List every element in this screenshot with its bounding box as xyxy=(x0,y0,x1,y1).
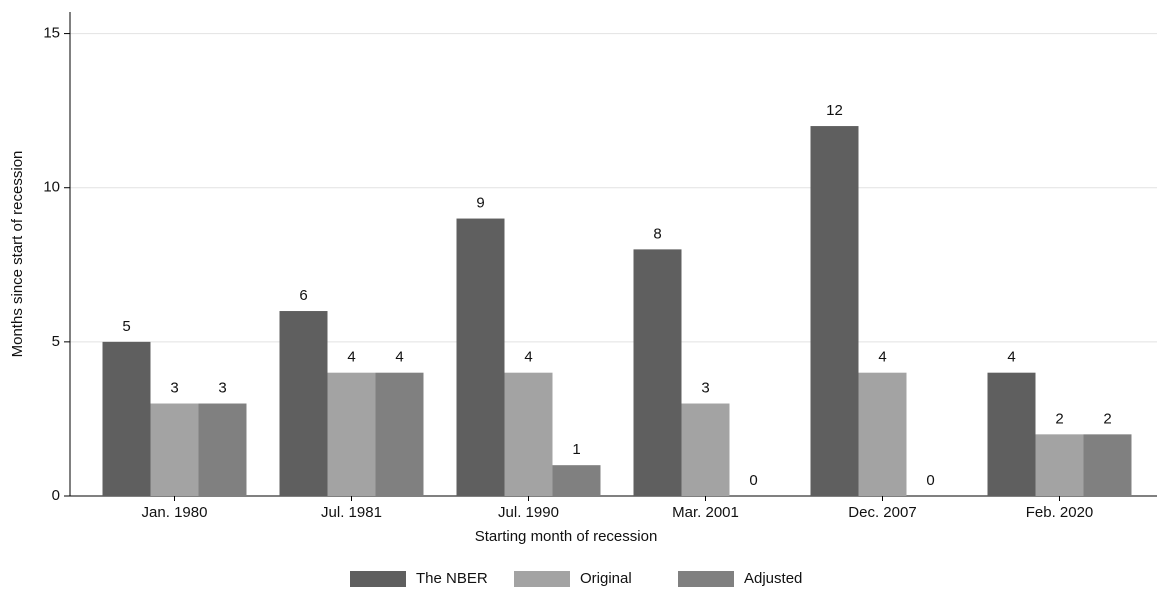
bar xyxy=(375,372,424,496)
y-tick-label: 10 xyxy=(43,179,60,196)
legend-label: Adjusted xyxy=(744,570,802,587)
value-label: 5 xyxy=(122,318,130,335)
value-label: 0 xyxy=(926,472,934,489)
x-tick-label: Feb. 2020 xyxy=(1026,504,1094,521)
bar xyxy=(552,465,601,496)
value-label: 8 xyxy=(653,225,661,242)
value-label: 4 xyxy=(347,349,355,366)
value-label: 12 xyxy=(826,102,843,119)
value-label: 4 xyxy=(1007,349,1015,366)
x-axis-title: Starting month of recession xyxy=(475,528,658,545)
bar xyxy=(633,249,682,496)
bar xyxy=(456,218,505,496)
x-tick-label: Dec. 2007 xyxy=(848,504,916,521)
value-label: 0 xyxy=(749,472,757,489)
bar xyxy=(987,372,1036,496)
legend-label: Original xyxy=(580,570,632,587)
value-label: 3 xyxy=(701,379,709,396)
bar xyxy=(198,403,247,496)
value-label: 2 xyxy=(1055,410,1063,427)
value-label: 4 xyxy=(524,349,532,366)
value-label: 2 xyxy=(1103,410,1111,427)
bar xyxy=(279,311,328,496)
value-label: 4 xyxy=(395,349,403,366)
value-label: 3 xyxy=(170,379,178,396)
y-tick-label: 5 xyxy=(52,333,60,350)
legend-swatch xyxy=(678,571,734,587)
y-tick-label: 0 xyxy=(52,487,60,504)
y-axis-title: Months since start of recession xyxy=(9,151,26,358)
x-tick-label: Jul. 1981 xyxy=(321,504,382,521)
value-label: 6 xyxy=(299,287,307,304)
x-tick-label: Mar. 2001 xyxy=(672,504,739,521)
x-tick-label: Jul. 1990 xyxy=(498,504,559,521)
legend-swatch xyxy=(350,571,406,587)
bar xyxy=(327,372,376,496)
bar xyxy=(1035,434,1084,496)
x-tick-label: Jan. 1980 xyxy=(142,504,208,521)
value-label: 4 xyxy=(878,349,886,366)
bar xyxy=(150,403,199,496)
bar xyxy=(810,126,859,497)
value-label: 3 xyxy=(218,379,226,396)
value-label: 9 xyxy=(476,195,484,212)
legend-swatch xyxy=(514,571,570,587)
legend-label: The NBER xyxy=(416,570,488,587)
bar xyxy=(102,341,151,496)
bar xyxy=(504,372,553,496)
bar xyxy=(681,403,730,496)
bar xyxy=(858,372,907,496)
bar xyxy=(1083,434,1132,496)
value-label: 1 xyxy=(572,441,580,458)
y-tick-label: 15 xyxy=(43,25,60,42)
